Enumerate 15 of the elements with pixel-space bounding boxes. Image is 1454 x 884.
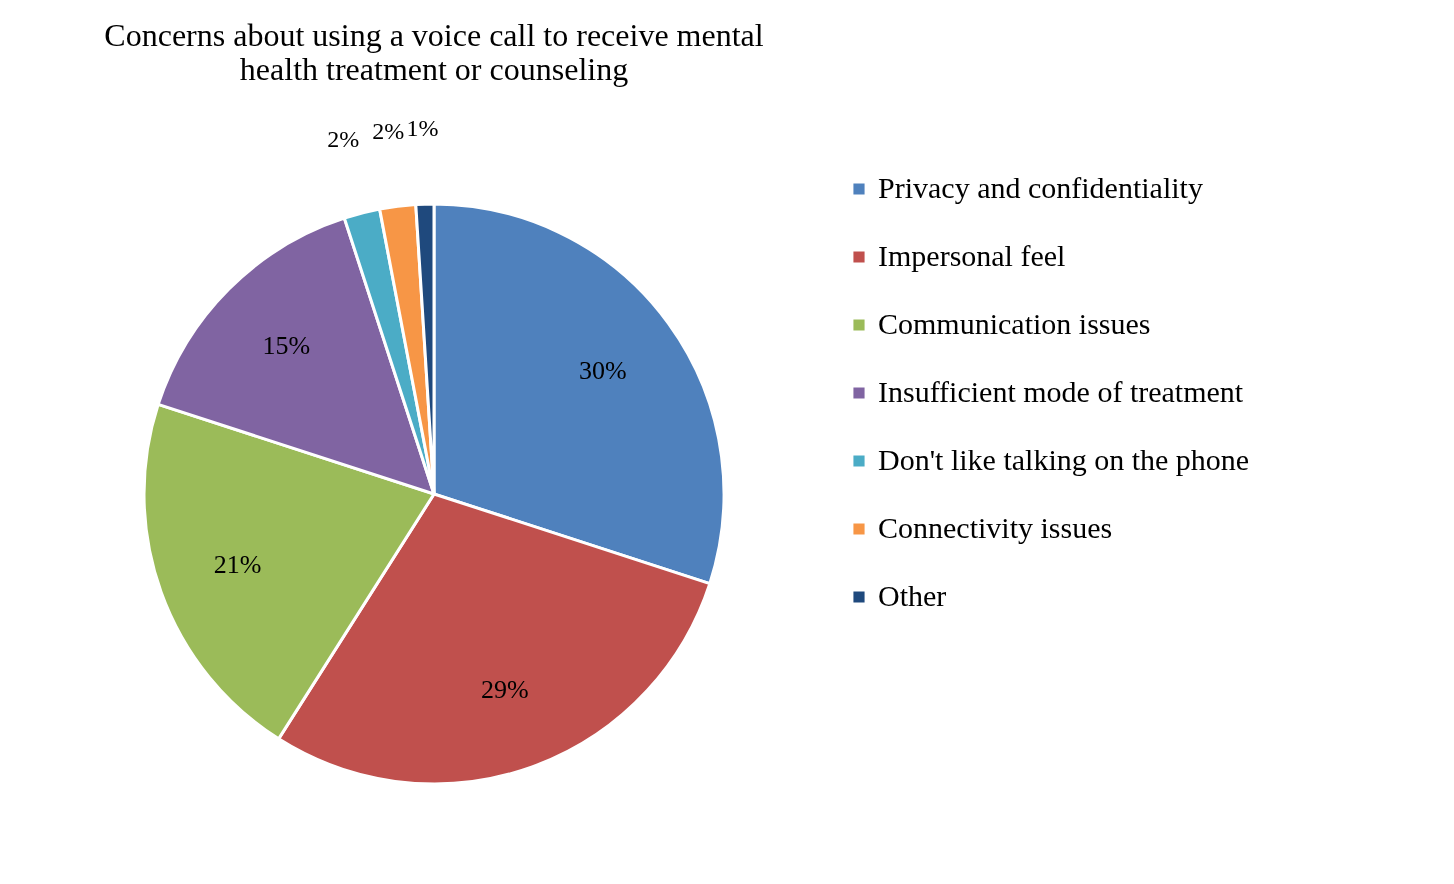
data-label: 15% [262, 331, 311, 361]
data-label: 2% [372, 117, 405, 144]
legend-label: Communication issues [878, 307, 1151, 340]
legend-label: Don't like talking on the phone [878, 443, 1250, 476]
data-label: 30% [579, 356, 627, 386]
data-label: 2% [327, 126, 360, 153]
legend-label: Impersonal feel [878, 239, 1066, 272]
legend-label: Insufficient mode of treatment [878, 375, 1244, 408]
data-label: 21% [213, 549, 262, 579]
data-label: 29% [480, 675, 529, 705]
legend-label: Connectivity issues [878, 511, 1113, 544]
chart-title: Concerns about using a voice call to receive mental health treatment or counseling [104, 17, 764, 88]
legend-label: Other [878, 579, 947, 612]
legend-label: Privacy and confidentiality [878, 171, 1203, 204]
data-label: 1% [406, 115, 439, 142]
